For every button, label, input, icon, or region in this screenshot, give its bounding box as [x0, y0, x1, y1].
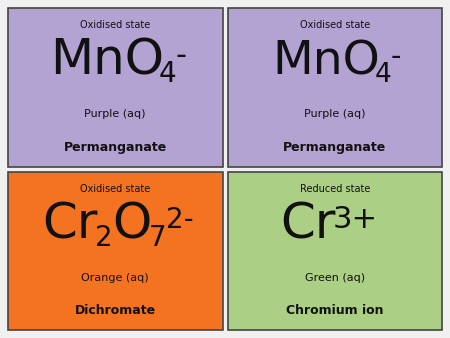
Text: MnO: MnO — [273, 40, 380, 84]
Text: -: - — [175, 42, 186, 71]
Text: Permanganate: Permanganate — [63, 141, 167, 154]
Text: O: O — [112, 200, 151, 248]
Text: Purple (aq): Purple (aq) — [85, 109, 146, 119]
Text: 4: 4 — [158, 61, 176, 89]
Text: 2-: 2- — [166, 206, 194, 234]
Text: 2: 2 — [95, 224, 113, 252]
Text: -: - — [391, 43, 401, 71]
Text: Reduced state: Reduced state — [300, 184, 370, 193]
Text: Orange (aq): Orange (aq) — [81, 273, 149, 283]
FancyBboxPatch shape — [8, 8, 222, 167]
Text: Cr: Cr — [280, 200, 336, 248]
Text: Dichromate: Dichromate — [75, 305, 156, 317]
Text: Cr: Cr — [42, 200, 98, 248]
Text: Chromium ion: Chromium ion — [286, 305, 383, 317]
Text: Oxidised state: Oxidised state — [80, 184, 150, 193]
Text: Permanganate: Permanganate — [283, 141, 387, 154]
Text: 3+: 3+ — [333, 205, 378, 234]
FancyBboxPatch shape — [8, 171, 222, 330]
Text: MnO: MnO — [50, 37, 164, 84]
FancyBboxPatch shape — [228, 8, 442, 167]
Text: Oxidised state: Oxidised state — [80, 20, 150, 30]
Text: 7: 7 — [149, 224, 167, 252]
Text: Oxidised state: Oxidised state — [300, 20, 370, 30]
FancyBboxPatch shape — [228, 171, 442, 330]
Text: Purple (aq): Purple (aq) — [304, 109, 365, 119]
Text: 4: 4 — [375, 62, 392, 88]
Text: Green (aq): Green (aq) — [305, 273, 365, 283]
